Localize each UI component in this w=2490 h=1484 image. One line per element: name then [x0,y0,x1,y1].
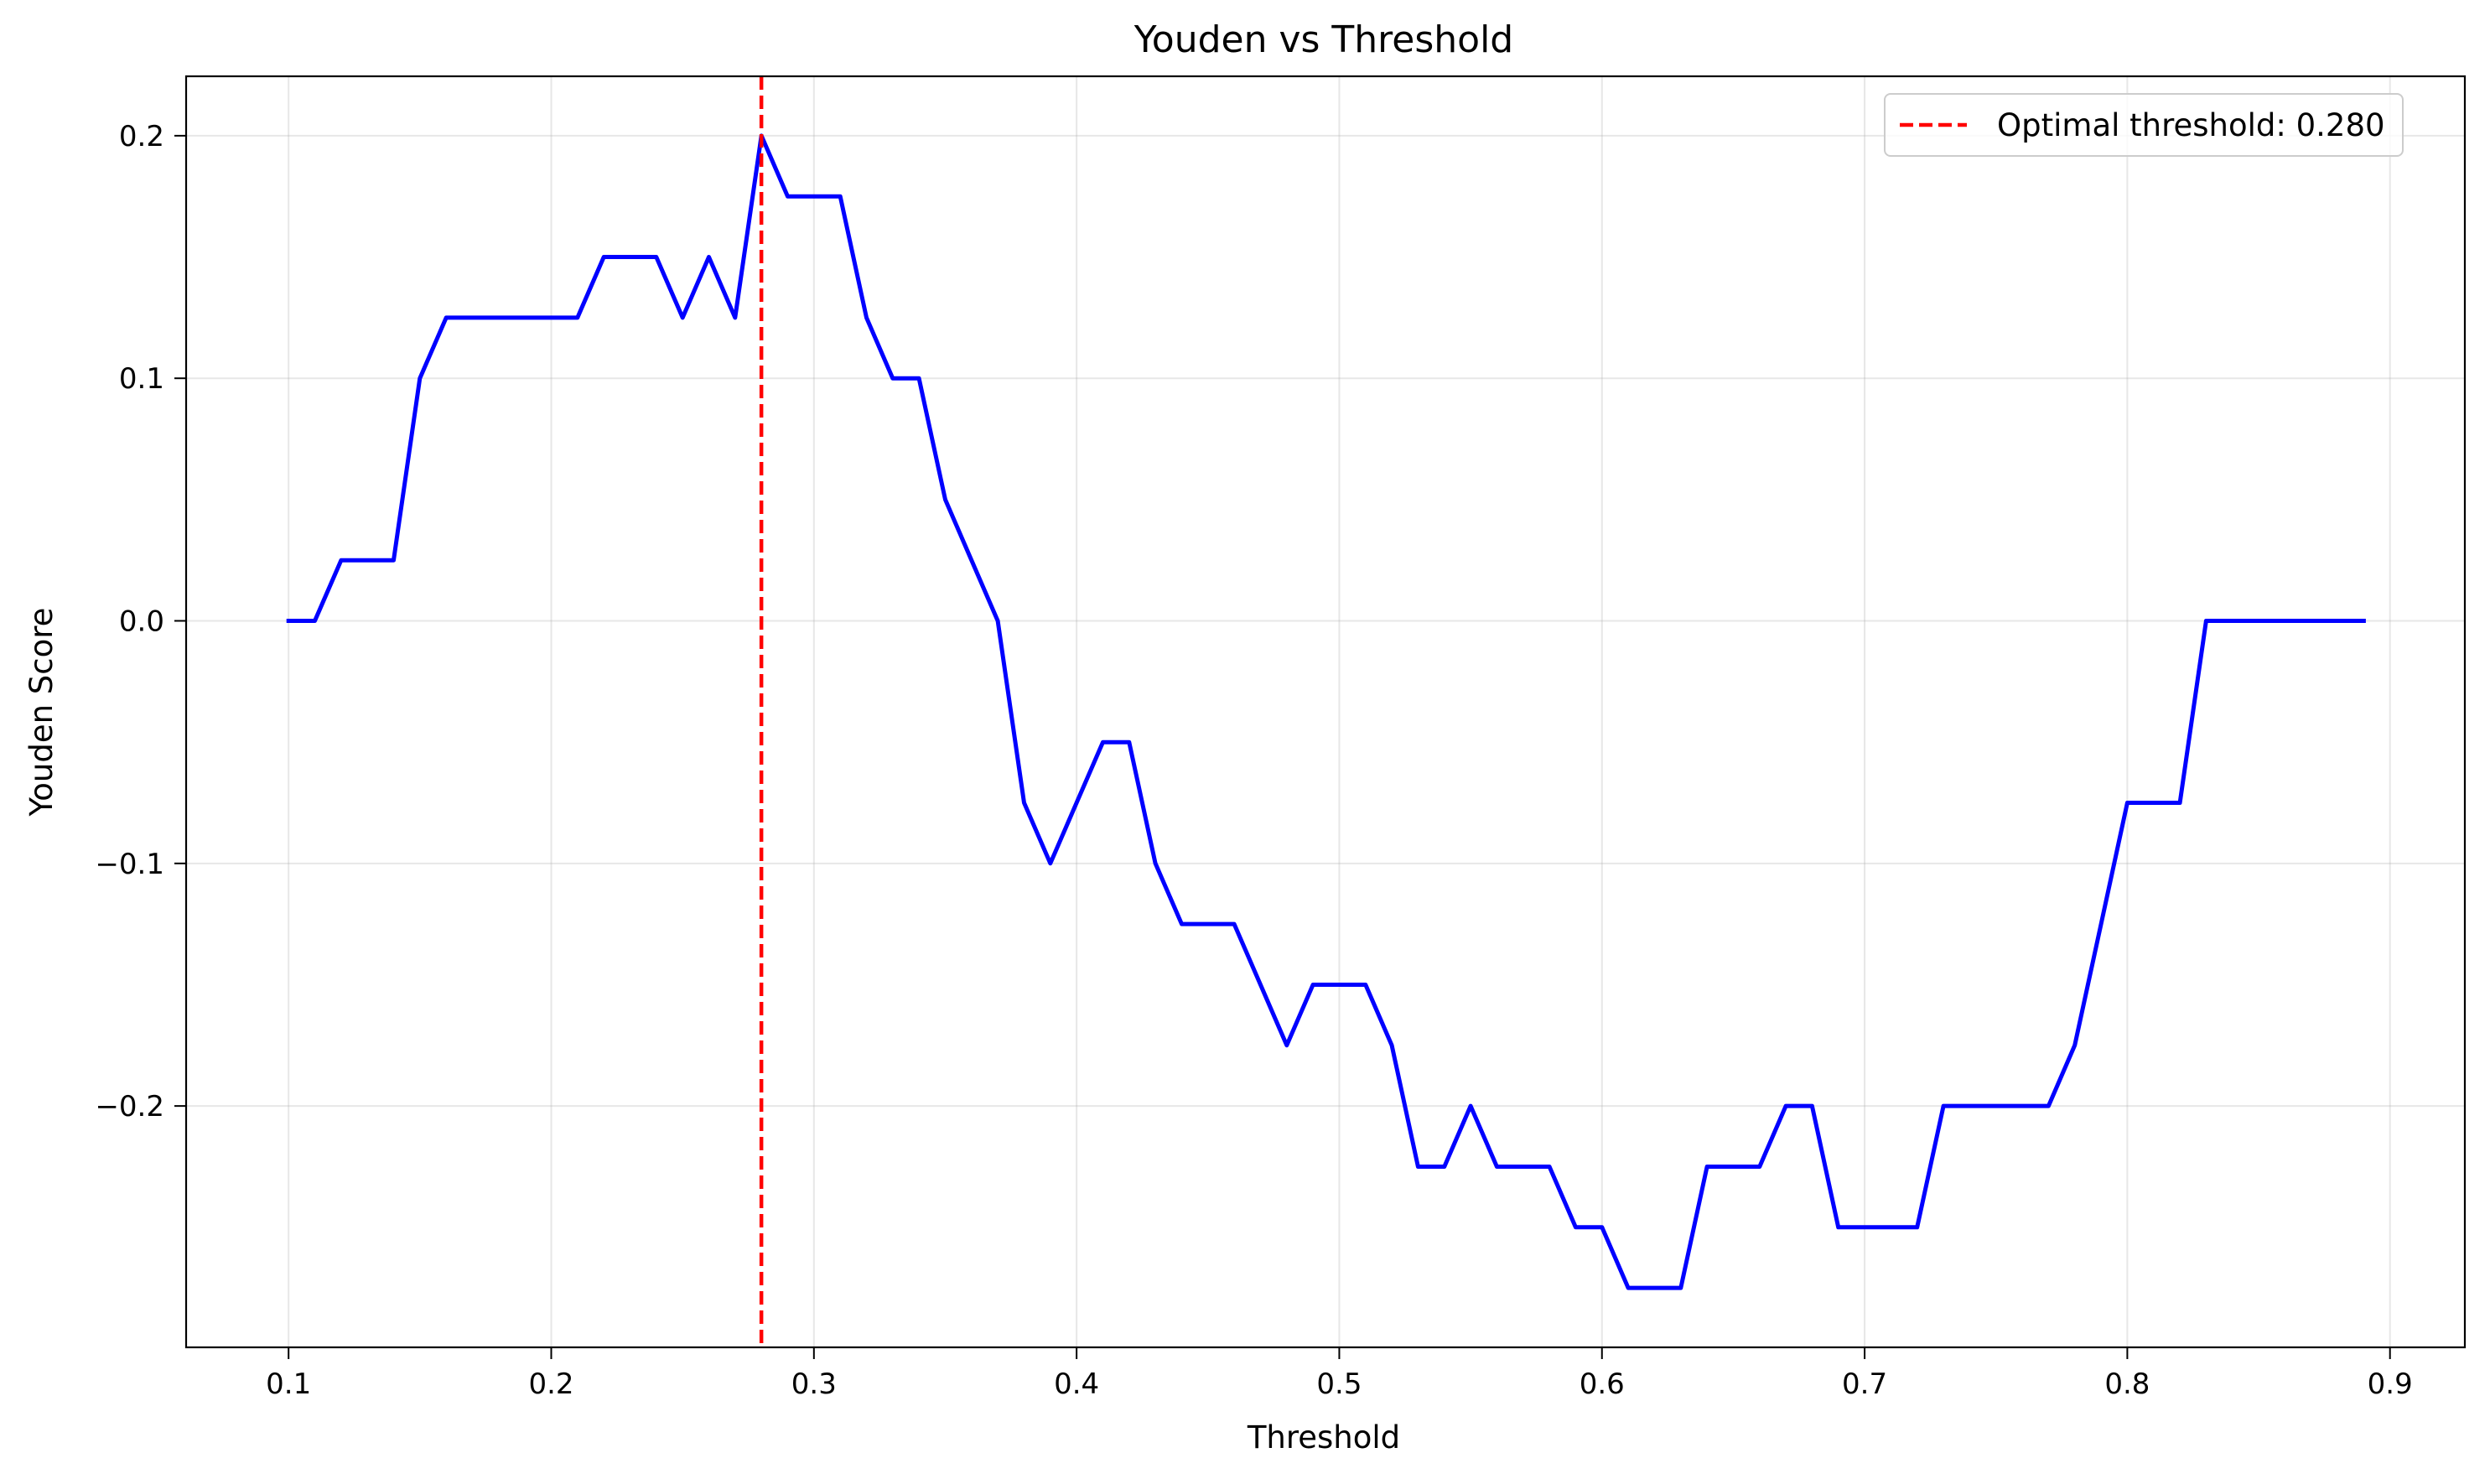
legend-box [1884,93,2404,157]
x-tick-label: 0.4 [1054,1367,1099,1401]
x-tick-label: 0.6 [1580,1367,1625,1401]
y-tick-label: 0.2 [119,120,164,153]
x-tick-label: 0.9 [2368,1367,2413,1401]
x-tick-label: 0.1 [266,1367,311,1401]
y-tick-label: −0.2 [95,1090,164,1123]
plot-frame [184,75,2467,1349]
y-axis-label: Youden Score [23,608,60,817]
legend-label-optimal-threshold: Optimal threshold: 0.280 [1997,107,2385,143]
y-tick-label: 0.1 [119,362,164,396]
x-axis: 0.1 0.2 0.3 0.4 0.5 0.6 0.7 0.8 0.9 [266,1347,2413,1401]
y-axis: −0.2 −0.1 0.0 0.1 0.2 [95,120,186,1123]
grid-layer [186,76,2465,1347]
series-line-youden [286,133,2366,1290]
x-axis-label: Threshold [1247,1419,1400,1455]
x-tick-label: 0.3 [791,1367,837,1401]
y-tick-label: −0.1 [95,848,164,881]
x-tick-label: 0.2 [528,1367,573,1401]
x-tick-label: 0.8 [2104,1367,2150,1401]
x-tick-label: 0.5 [1316,1367,1362,1401]
chart-title: Youden vs Threshold [1133,18,1514,61]
legend: Optimal threshold: 0.280 [1884,93,2404,157]
x-tick-label: 0.7 [1842,1367,1887,1401]
y-tick-label: 0.0 [119,605,164,639]
series-layer [286,133,2366,1290]
